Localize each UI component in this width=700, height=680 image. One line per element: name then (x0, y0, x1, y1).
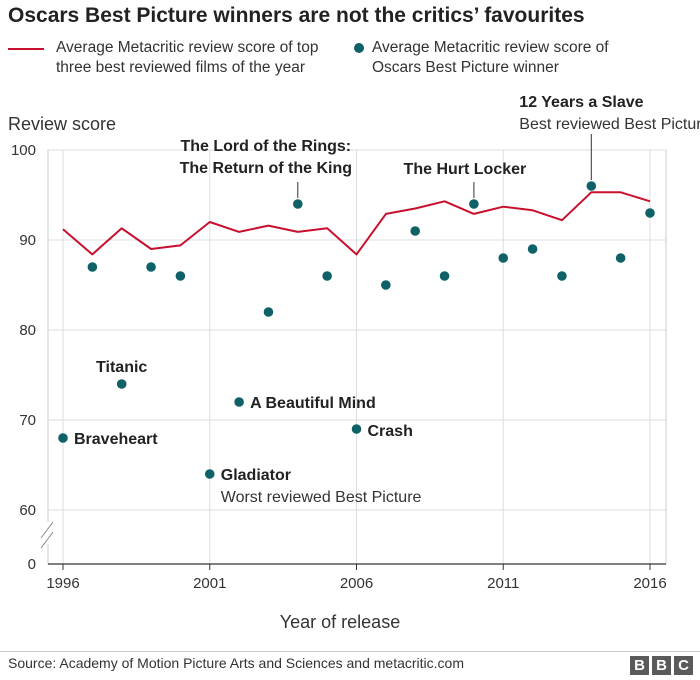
winner-point (469, 199, 479, 209)
footer-divider (0, 651, 700, 652)
y-tick-label: 100 (11, 142, 36, 159)
winner-point (87, 262, 98, 272)
annotation-label-titanic: Titanic (96, 359, 147, 376)
y-tick-label: 60 (19, 502, 36, 519)
bbc-logo-letter: C (674, 656, 693, 675)
winner-point (439, 271, 450, 281)
annotation-label-beautiful-mind: A Beautiful Mind (250, 395, 376, 412)
legend-dot-swatch (354, 43, 364, 53)
x-tick-label: 2016 (633, 575, 666, 592)
x-axis-title: Year of release (280, 612, 400, 632)
x-tick-label: 2006 (340, 575, 373, 592)
annotation-label-lotr: The Lord of the Rings: (180, 138, 351, 155)
series-line-top-three-average (62, 191, 651, 256)
y-axis-title: Review score (8, 114, 116, 134)
winner-point (146, 262, 156, 272)
chart-title: Oscars Best Picture winners are not the … (8, 4, 585, 27)
bbc-logo: B B C (630, 656, 693, 675)
annotation-label-lotr: The Return of the King (180, 160, 352, 177)
annotation-label-braveheart: Braveheart (74, 431, 158, 448)
winner-point (381, 280, 391, 290)
winner-point (116, 379, 127, 389)
y-tick-label: 90 (19, 232, 36, 249)
y-tick-label: 70 (19, 412, 36, 429)
annotation-sublabel-gladiator: Worst reviewed Best Picture (221, 489, 422, 506)
x-tick-label: 2001 (193, 575, 226, 592)
winner-point (615, 253, 626, 263)
winner-point (410, 226, 421, 236)
axis-break-slash (40, 521, 54, 539)
winner-point (586, 181, 597, 191)
winner-point (175, 271, 186, 281)
winner-point (293, 199, 303, 209)
winner-point (498, 253, 509, 263)
winner-point (204, 469, 215, 479)
chart-plot: 0 60 70 80 90 100 1996 2001 2006 2011 2016 Review s… (8, 94, 700, 632)
winner-point (322, 271, 332, 281)
axis-break-gap (40, 522, 54, 544)
winner-point (527, 244, 538, 254)
annotation-label-crash: Crash (368, 423, 413, 440)
legend-dot-label: Average Metacritic review score of Oscar… (372, 39, 609, 76)
bbc-logo-letter: B (630, 656, 649, 675)
winner-point (557, 271, 567, 281)
legend-line-swatch (8, 48, 44, 50)
x-tick-label: 1996 (46, 575, 79, 592)
annotation-label-12-years: 12 Years a Slave (519, 94, 643, 111)
winner-point (645, 208, 655, 218)
bbc-logo-letter: B (652, 656, 671, 675)
annotation-label-gladiator: Gladiator (221, 467, 291, 484)
winner-point (234, 397, 244, 407)
annotation-sublabel-12-years: Best reviewed Best Picture (519, 116, 700, 133)
winner-point (263, 307, 274, 317)
annotation-label-hurt-locker: The Hurt Locker (404, 161, 527, 178)
x-tick-label: 2011 (487, 575, 519, 592)
winner-point (351, 424, 362, 434)
axis-break-slash (40, 531, 54, 549)
legend-line-label: Average Metacritic review score of top t… (56, 39, 319, 76)
y-tick-label: 80 (19, 322, 36, 339)
winner-point (58, 433, 68, 443)
y-tick-label: 0 (28, 556, 36, 573)
source-note: Source: Academy of Motion Picture Arts a… (8, 655, 464, 671)
